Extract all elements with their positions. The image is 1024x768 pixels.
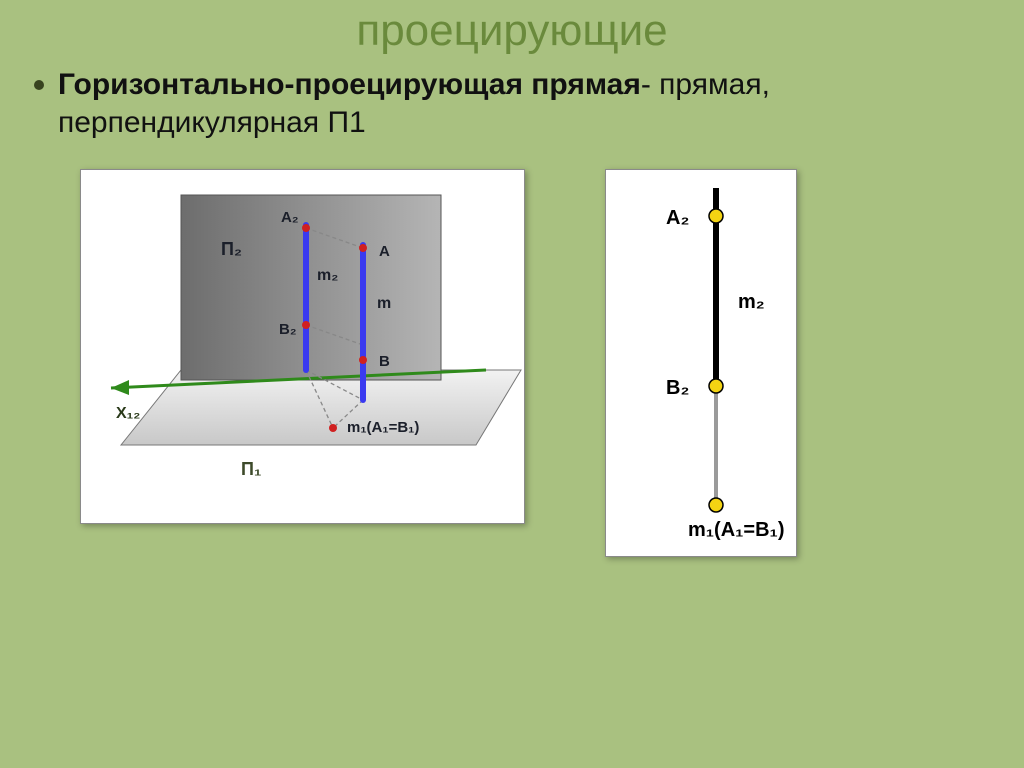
definition-row: Горизонтально-проецирующая прямая- пряма… — [0, 56, 1024, 141]
svg-text:A₂: A₂ — [281, 209, 299, 226]
svg-text:B₂: B₂ — [279, 321, 297, 338]
svg-text:A: A — [379, 243, 390, 260]
svg-text:П₂: П₂ — [221, 239, 242, 259]
figures-container: X₁₂ m₂ m A₂ A B₂ Bm₁(A₁=B₁) П₂ П₁ A₂ B₂ m₁(A₁=B₁) m… — [0, 141, 1024, 557]
svg-text:B₂: B₂ — [666, 377, 689, 399]
definition-text: Горизонтально-проецирующая прямая- пряма… — [58, 66, 978, 141]
svg-text:X₁₂: X₁₂ — [116, 405, 140, 422]
svg-text:A₂: A₂ — [666, 207, 689, 229]
definition-bold: Горизонтально-проецирующая прямая — [58, 68, 641, 101]
svg-text:m: m — [377, 295, 391, 312]
svg-text:m₁(A₁=B₁): m₁(A₁=B₁) — [688, 519, 784, 541]
svg-text:B: B — [379, 353, 390, 370]
svg-text:m₂: m₂ — [738, 291, 765, 313]
figure-3d-projection: X₁₂ m₂ m A₂ A B₂ Bm₁(A₁=B₁) П₂ П₁ — [80, 169, 525, 524]
slide-title: проецирующие — [0, 0, 1024, 56]
svg-text:П₁: П₁ — [241, 459, 261, 479]
bullet-icon — [34, 80, 44, 90]
svg-text:m₂: m₂ — [317, 267, 338, 284]
svg-text:m₁(A₁=B₁): m₁(A₁=B₁) — [347, 419, 419, 436]
figure-2d-epure: A₂ B₂ m₁(A₁=B₁) m₂ — [605, 169, 797, 557]
